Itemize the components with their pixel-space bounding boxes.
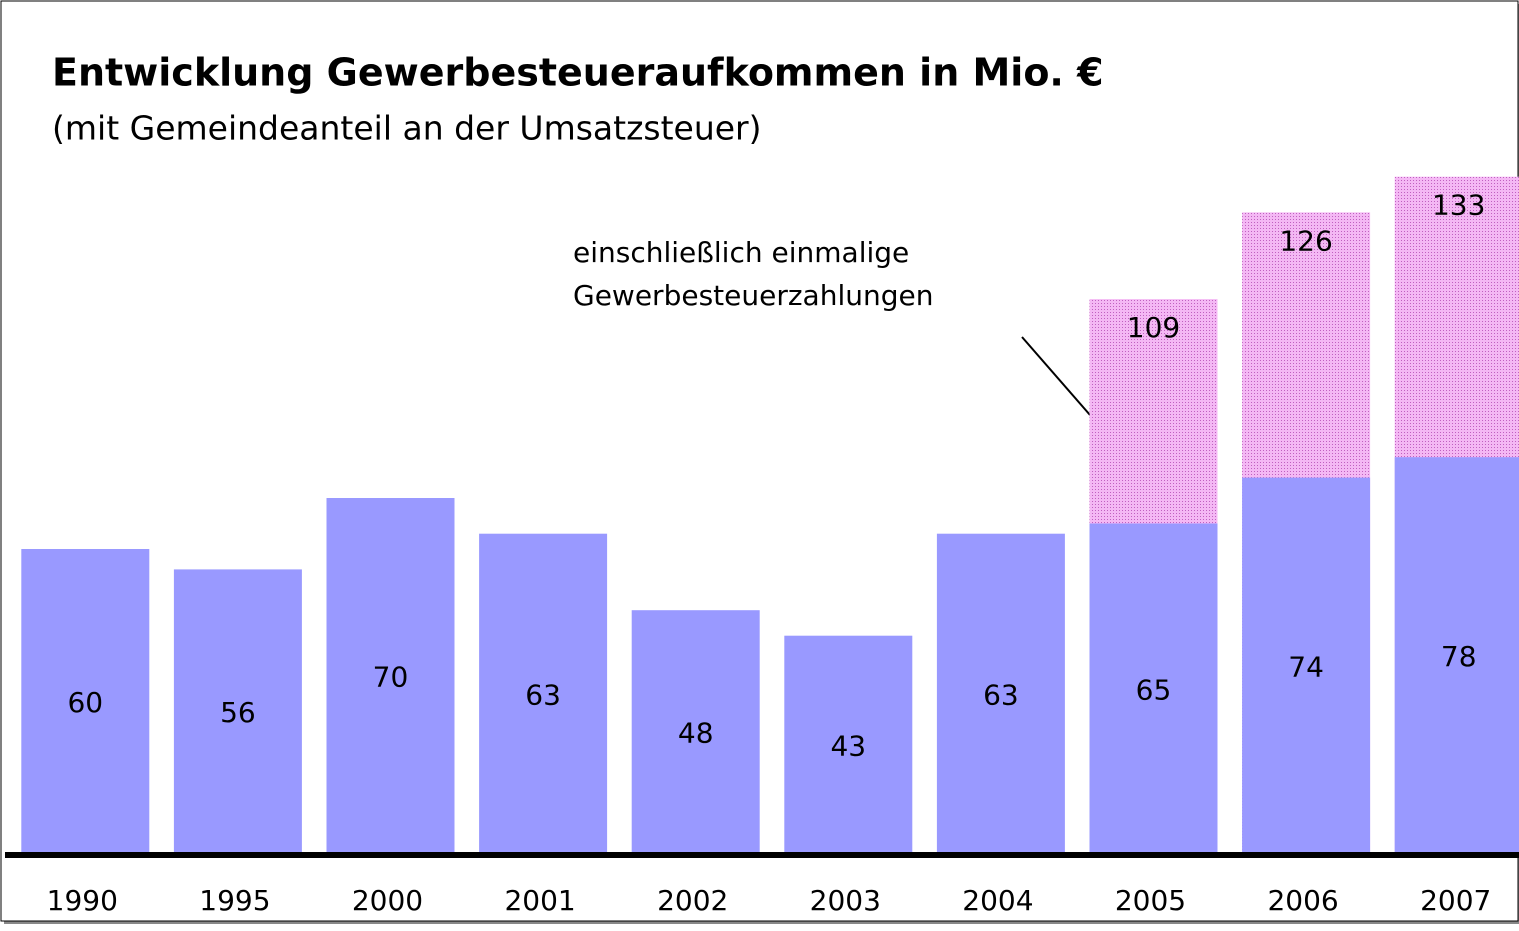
data-label: 56 <box>220 696 256 729</box>
data-label: 78 <box>1441 640 1477 673</box>
x-tick-label: 1990 <box>47 884 118 917</box>
chart-subtitle: (mit Gemeindeanteil an der Umsatzsteuer) <box>52 109 761 148</box>
x-tick-label: 2001 <box>504 884 575 917</box>
data-label: 60 <box>67 686 103 719</box>
x-tick-label: 2005 <box>1115 884 1186 917</box>
data-label: 63 <box>983 678 1019 711</box>
annotation-pointer <box>1021 336 1091 416</box>
bar <box>1089 523 1218 855</box>
x-tick-label: 2000 <box>352 884 423 917</box>
data-label: 109 <box>1127 311 1180 344</box>
bar <box>631 610 760 855</box>
bar <box>1394 457 1519 855</box>
bar <box>479 533 608 855</box>
data-label: 133 <box>1432 189 1485 222</box>
bar <box>173 569 302 855</box>
data-label: 74 <box>1288 650 1324 683</box>
x-tick-label: 1995 <box>199 884 270 917</box>
x-tick-label: 2006 <box>1267 884 1338 917</box>
data-label: 70 <box>373 661 409 694</box>
bar <box>936 533 1065 855</box>
annotation: einschließlich einmalige <box>573 236 909 269</box>
bar <box>21 549 150 855</box>
data-label: 126 <box>1279 224 1332 257</box>
bar <box>1242 477 1371 855</box>
data-label: 63 <box>525 678 561 711</box>
x-tick-label: 2007 <box>1420 884 1491 917</box>
x-tick-label: 2004 <box>962 884 1033 917</box>
bar <box>784 635 913 855</box>
bar <box>326 498 455 855</box>
data-label: 48 <box>678 717 714 750</box>
data-label: 43 <box>830 729 866 762</box>
chart-title: Entwicklung Gewerbesteueraufkommen in Mi… <box>52 51 1104 95</box>
data-label: 65 <box>1136 673 1172 706</box>
x-tick-label: 2002 <box>657 884 728 917</box>
annotation: Gewerbesteuerzahlungen <box>573 279 933 312</box>
x-tick-label: 2003 <box>810 884 881 917</box>
